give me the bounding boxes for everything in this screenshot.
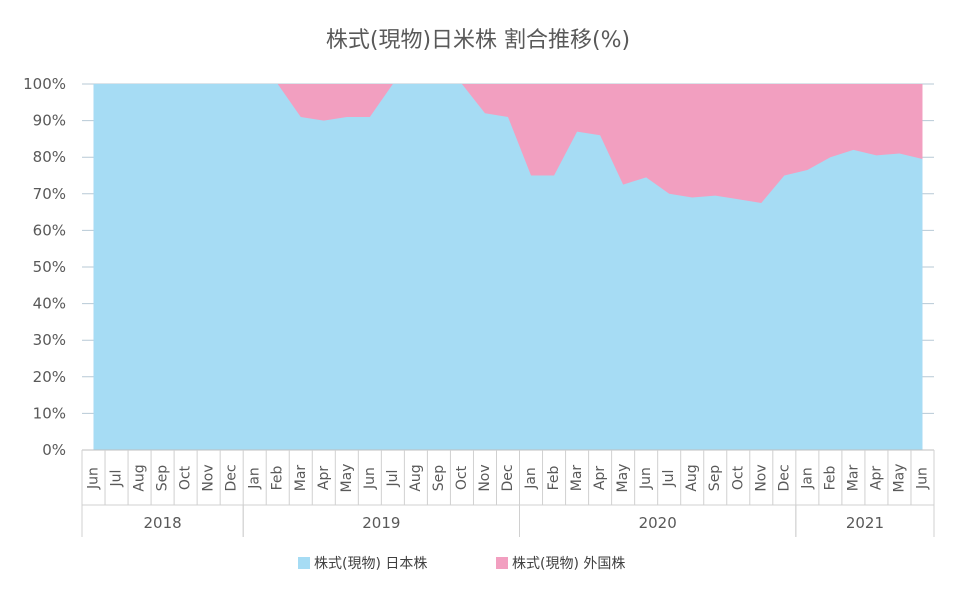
year-label: 2020 bbox=[639, 514, 677, 532]
x-tick-label: Jun bbox=[86, 467, 102, 490]
y-tick-label: 90% bbox=[33, 112, 66, 130]
x-tick-label: Jan bbox=[247, 467, 263, 490]
x-tick-label: Jun bbox=[362, 467, 378, 490]
x-tick-label: Jul bbox=[109, 470, 125, 488]
x-tick-label: Feb bbox=[822, 465, 838, 490]
x-tick-label: Mar bbox=[845, 465, 861, 492]
x-tick-label: Aug bbox=[408, 464, 424, 491]
x-tick-label: Oct bbox=[178, 465, 194, 490]
x-tick-label: Mar bbox=[569, 465, 585, 492]
legend-swatch bbox=[496, 557, 508, 569]
x-tick-label: Oct bbox=[730, 465, 746, 490]
y-tick-label: 70% bbox=[33, 185, 66, 203]
x-tick-label: Sep bbox=[431, 465, 447, 492]
year-label: 2018 bbox=[144, 514, 182, 532]
x-tick-label: Jun bbox=[914, 467, 930, 490]
x-tick-label: Oct bbox=[454, 465, 470, 490]
x-tick-label: Apr bbox=[592, 466, 608, 490]
x-tick-label: Jan bbox=[799, 467, 815, 490]
y-tick-label: 30% bbox=[33, 331, 66, 349]
legend: 株式(現物) 日本株 株式(現物) 外国株 bbox=[298, 556, 625, 572]
x-tick-label: Jan bbox=[523, 467, 539, 490]
x-tick-label: Aug bbox=[684, 464, 700, 491]
x-tick-label: Sep bbox=[707, 465, 723, 492]
x-tick-label: Nov bbox=[753, 464, 769, 491]
y-tick-label: 40% bbox=[33, 295, 66, 313]
x-tick-label: Sep bbox=[155, 465, 171, 492]
x-tick-label: May bbox=[615, 464, 631, 493]
y-tick-label: 80% bbox=[33, 148, 66, 166]
legend-item-japanese-stocks: 株式(現物) 日本株 bbox=[298, 556, 427, 572]
year-label: 2019 bbox=[362, 514, 400, 532]
x-tick-label: May bbox=[891, 464, 907, 493]
area-series bbox=[93, 84, 923, 450]
y-tick-label: 60% bbox=[33, 221, 66, 239]
x-tick-label: Feb bbox=[546, 465, 562, 490]
axes: 0% 10% 20% 30% 40% 50% 60% 70% 80% 90% 100% Jun Jul A… bbox=[23, 75, 935, 537]
x-tick-label: Jul bbox=[385, 470, 401, 488]
year-label: 2021 bbox=[846, 514, 884, 532]
x-tick-label: Jul bbox=[661, 470, 677, 488]
y-tick-label: 50% bbox=[33, 258, 66, 276]
legend-swatch bbox=[298, 557, 310, 569]
x-tick-label: Jun bbox=[638, 467, 654, 490]
x-tick-label: Dec bbox=[224, 464, 240, 491]
x-tick-label: May bbox=[339, 464, 355, 493]
legend-label: 株式(現物) 日本株 bbox=[314, 556, 427, 572]
x-tick-label: Nov bbox=[477, 464, 493, 491]
legend-item-foreign-stocks: 株式(現物) 外国株 bbox=[496, 556, 625, 572]
x-tick-label: Feb bbox=[270, 465, 286, 490]
y-tick-label: 0% bbox=[42, 441, 66, 459]
x-tick-label: Dec bbox=[776, 464, 792, 491]
y-tick-label: 10% bbox=[33, 404, 66, 422]
y-tick-label: 100% bbox=[23, 75, 66, 93]
x-tick-label: Mar bbox=[293, 465, 309, 492]
x-tick-label: Apr bbox=[868, 466, 884, 490]
x-tick-label: Aug bbox=[132, 464, 148, 491]
area-japanese-stocks bbox=[93, 84, 923, 450]
x-tick-label: Apr bbox=[316, 466, 332, 490]
x-tick-label: Nov bbox=[201, 464, 217, 491]
legend-label: 株式(現物) 外国株 bbox=[512, 556, 625, 572]
chart-title: 株式(現物)日米株 割合推移(%) bbox=[326, 28, 630, 53]
y-tick-label: 20% bbox=[33, 368, 66, 386]
x-tick-label: Dec bbox=[500, 464, 516, 491]
